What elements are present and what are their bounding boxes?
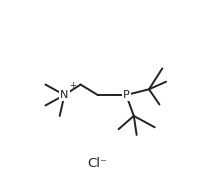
Text: +: + <box>69 81 76 90</box>
Text: P: P <box>123 90 130 100</box>
Text: N: N <box>60 90 69 100</box>
Text: Cl⁻: Cl⁻ <box>88 157 108 170</box>
